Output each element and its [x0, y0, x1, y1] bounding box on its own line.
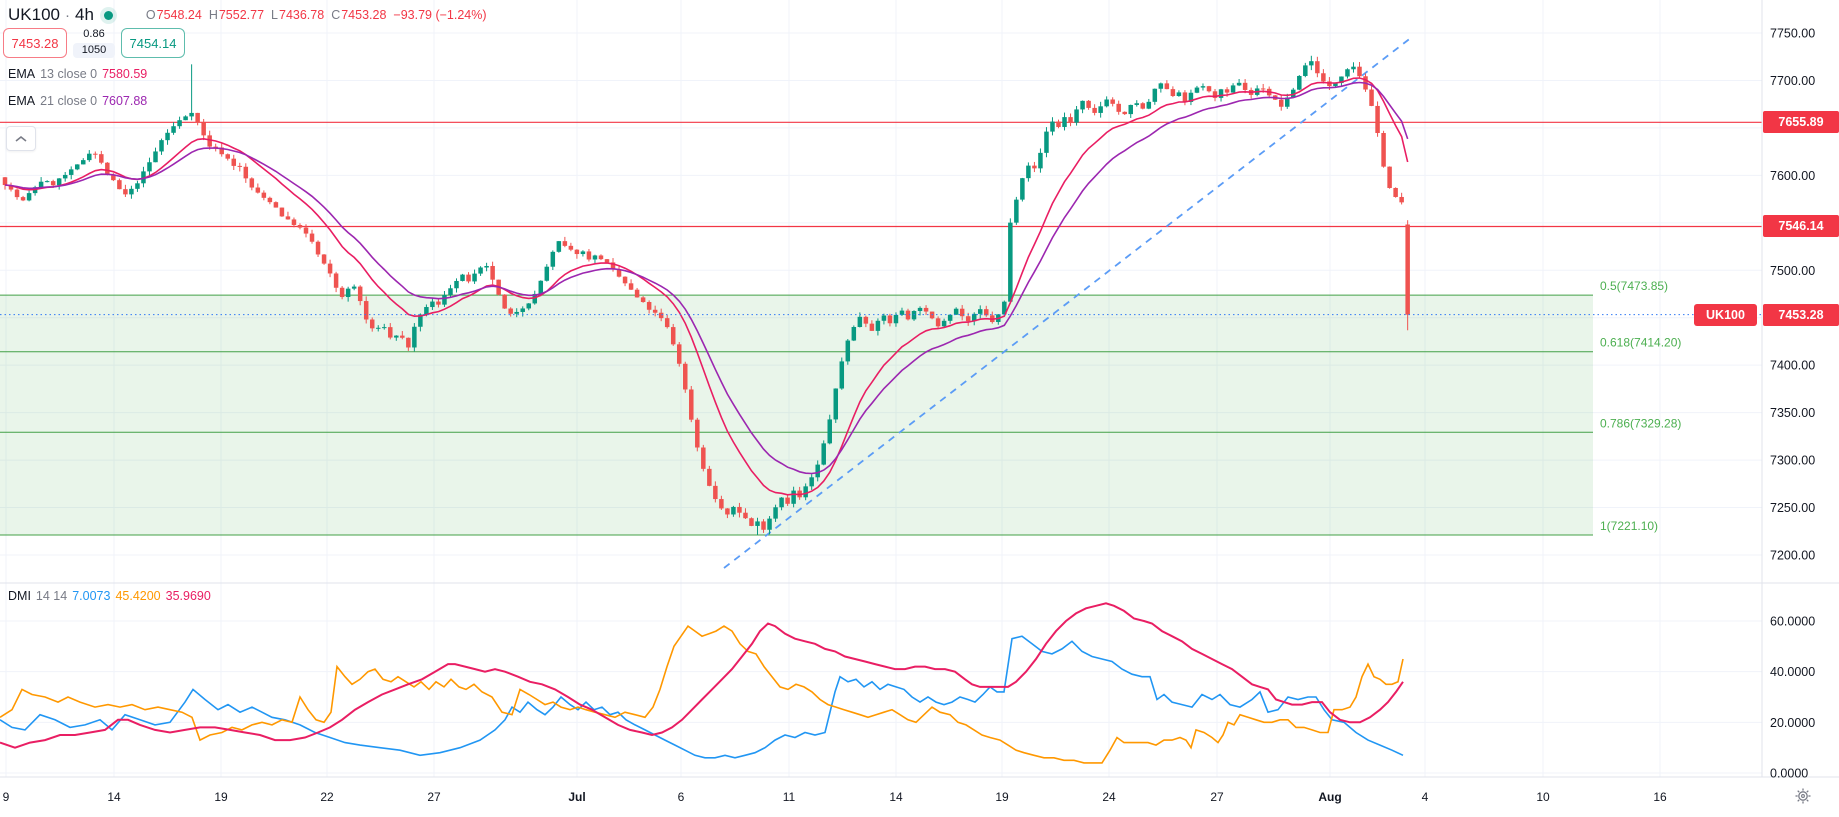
- collapse-pane-button[interactable]: [6, 126, 36, 151]
- interval-label[interactable]: 4h: [74, 5, 94, 24]
- dmi-legend[interactable]: DMI 14 14 7.0073 45.4200 35.9690: [8, 589, 211, 603]
- spread-quantity-box: 0.86 1050: [67, 28, 121, 58]
- sell-button[interactable]: 7453.28: [3, 28, 67, 58]
- high-value: 7552.77: [218, 8, 265, 22]
- symbol-price-tag: UK100: [1694, 303, 1757, 326]
- chevron-up-icon: [15, 135, 27, 142]
- price-axis[interactable]: 7750.00 7700.00 7600.00 7500.00 7400.00 7350.…: [1770, 27, 1815, 781]
- svg-text:24: 24: [1102, 790, 1116, 804]
- svg-text:27: 27: [1210, 790, 1224, 804]
- gear-icon: [1795, 788, 1811, 804]
- trendline[interactable]: [723, 36, 1413, 569]
- svg-text:16: 16: [1653, 790, 1667, 804]
- market-status-dot: [103, 10, 113, 20]
- order-widget: 7453.28 0.86 1050 7454.14: [3, 28, 185, 58]
- open-value: 7548.24: [156, 8, 202, 22]
- svg-text:7350.00: 7350.00: [1770, 406, 1815, 420]
- svg-text:19: 19: [214, 790, 228, 804]
- fib-level-label: 0.618(7414.20): [1600, 336, 1681, 350]
- dmi-plus-di-value: 7.0073: [72, 589, 111, 603]
- dmi-adx-value: 35.9690: [165, 589, 211, 603]
- ema13-line[interactable]: [4, 77, 1409, 496]
- svg-text:7300.00: 7300.00: [1770, 454, 1815, 468]
- gridlines: [0, 0, 1762, 777]
- fib-level-label: 0.786(7329.28): [1600, 416, 1681, 430]
- svg-text:14: 14: [889, 790, 903, 804]
- dmi-minus-di-value: 45.4200: [115, 589, 161, 603]
- svg-text:20.0000: 20.0000: [1770, 716, 1815, 730]
- axis-settings-button[interactable]: [1793, 786, 1813, 806]
- svg-text:7250.00: 7250.00: [1770, 501, 1815, 515]
- svg-text:0.0000: 0.0000: [1770, 767, 1808, 781]
- pane-separators[interactable]: [0, 0, 1839, 778]
- svg-text:19: 19: [995, 790, 1009, 804]
- dmi-adx-line[interactable]: [0, 602, 1404, 749]
- svg-text:14: 14: [107, 790, 121, 804]
- fib-level-label: 0.5(7473.85): [1600, 279, 1668, 293]
- spread-value: 0.86: [83, 28, 105, 40]
- symbol-title[interactable]: UK100: [8, 5, 60, 24]
- close-value: 7453.28: [341, 8, 387, 22]
- svg-text:6: 6: [678, 790, 685, 804]
- time-axis[interactable]: 9 14 19 22 27 Jul 6 11 14 19 24 27 Aug 4 10 16: [3, 790, 1667, 804]
- svg-text:40.0000: 40.0000: [1770, 665, 1815, 679]
- resistance-price-badge: 7655.89: [1763, 111, 1839, 134]
- svg-text:7500.00: 7500.00: [1770, 264, 1815, 278]
- ema13-value: 7580.59: [102, 67, 148, 81]
- symbol-legend: UK100 · 4h O7548.24 H7552.77 L7436.78 C7…: [8, 4, 487, 26]
- svg-text:11: 11: [783, 790, 796, 804]
- low-value: 7436.78: [279, 8, 325, 22]
- change-value: −93.79 (−1.24%): [393, 8, 487, 22]
- svg-text:Jul: Jul: [568, 790, 585, 804]
- svg-text:4: 4: [1422, 790, 1429, 804]
- ema21-legend[interactable]: EMA 21 close 0 7607.88: [8, 94, 148, 108]
- ohlc-readout: O7548.24 H7552.77 L7436.78 C7453.28 −93.…: [145, 8, 487, 22]
- svg-text:60.0000: 60.0000: [1770, 615, 1815, 629]
- svg-text:7700.00: 7700.00: [1770, 74, 1815, 88]
- buy-button[interactable]: 7454.14: [121, 28, 185, 58]
- svg-text:7200.00: 7200.00: [1770, 549, 1815, 563]
- title-separator: ·: [64, 6, 70, 24]
- candlestick-series: [2, 55, 1410, 535]
- ema21-value: 7607.88: [102, 94, 148, 108]
- svg-text:9: 9: [3, 790, 10, 804]
- fib-level-label: 1(7221.10): [1600, 519, 1658, 533]
- svg-text:27: 27: [427, 790, 441, 804]
- svg-text:7400.00: 7400.00: [1770, 359, 1815, 373]
- dmi-di-line[interactable]: [0, 624, 1404, 764]
- fib-retracement[interactable]: 0.5(7473.85) 0.618(7414.20) 0.786(7329.28)…: [0, 279, 1681, 536]
- svg-text:10: 10: [1536, 790, 1550, 804]
- svg-text:22: 22: [320, 790, 334, 804]
- ema13-legend[interactable]: EMA 13 close 0 7580.59: [8, 67, 148, 81]
- ema21-line[interactable]: [4, 81, 1409, 475]
- svg-text:Aug: Aug: [1318, 790, 1341, 804]
- svg-text:7600.00: 7600.00: [1770, 169, 1815, 183]
- support-price-badge: 7546.14: [1763, 215, 1839, 238]
- svg-text:7750.00: 7750.00: [1770, 27, 1815, 41]
- quantity-field[interactable]: 1050: [72, 43, 116, 58]
- last-price-badge: 7453.28: [1763, 303, 1839, 326]
